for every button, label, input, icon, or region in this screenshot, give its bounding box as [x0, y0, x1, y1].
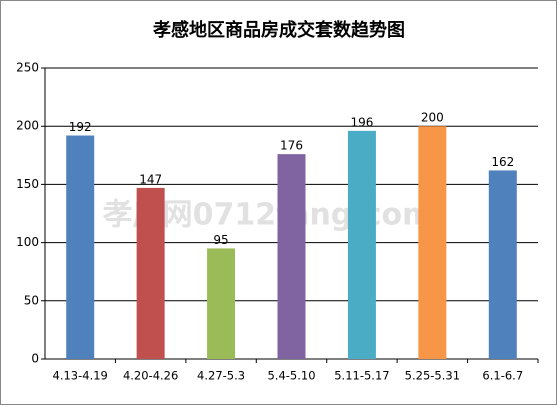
y-tick-label: 250	[16, 61, 39, 75]
x-tick-label: 4.27-5.3	[197, 369, 245, 383]
value-label: 192	[69, 120, 92, 134]
value-label: 162	[491, 155, 514, 169]
value-label: 200	[421, 111, 444, 125]
x-tick-label: 6.1-6.7	[482, 369, 523, 383]
y-tick-label: 50	[24, 293, 39, 307]
bar	[207, 248, 236, 359]
x-tick-label: 5.4-5.10	[267, 369, 315, 383]
bar	[418, 126, 447, 359]
y-tick-label: 150	[16, 177, 39, 191]
value-label: 95	[213, 233, 228, 247]
x-tick-label: 4.20-4.26	[123, 369, 178, 383]
bar	[136, 187, 165, 359]
value-label: 196	[350, 115, 373, 129]
y-tick-label: 0	[31, 352, 39, 366]
x-tick-label: 5.11-5.17	[334, 369, 389, 383]
chart-title: 孝感地区商品房成交套数趋势图	[152, 19, 405, 41]
bar	[347, 130, 376, 359]
y-tick-label: 100	[16, 235, 39, 249]
value-label: 147	[139, 172, 162, 186]
x-tick-label: 5.25-5.31	[405, 369, 460, 383]
value-label: 176	[280, 139, 303, 153]
x-tick-label: 4.13-4.19	[53, 369, 108, 383]
bar	[488, 170, 517, 359]
y-tick-label: 200	[16, 119, 39, 133]
bar	[277, 154, 306, 359]
bar	[66, 135, 95, 359]
